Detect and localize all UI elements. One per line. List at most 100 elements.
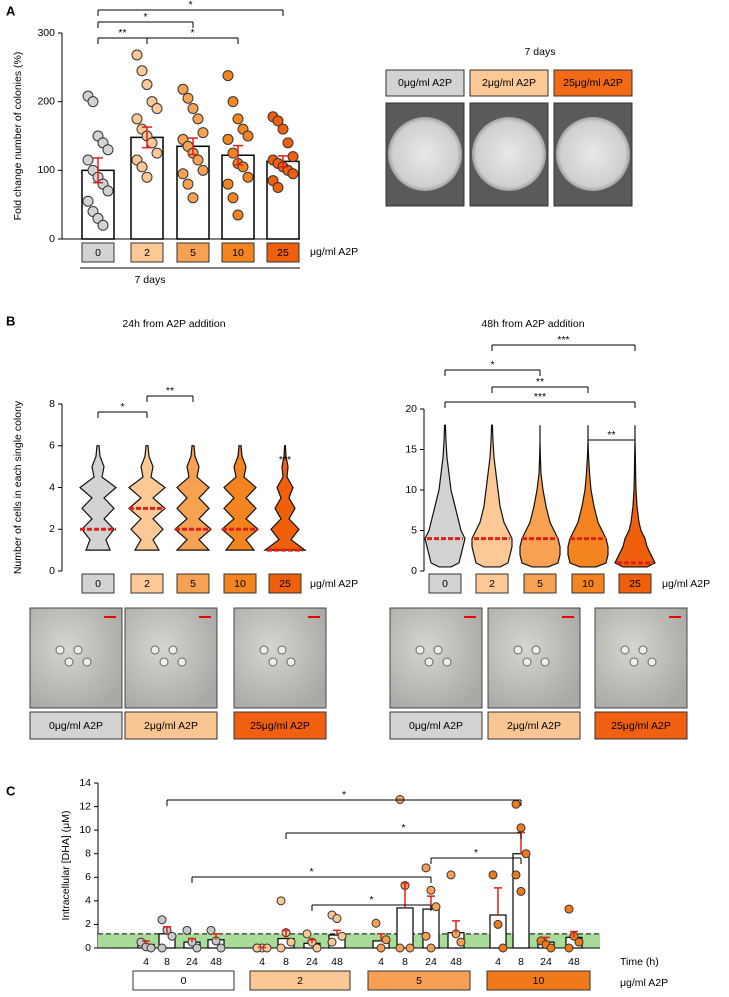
significance-label: **: [118, 27, 126, 39]
data-point: [222, 70, 234, 82]
category-box: [176, 573, 210, 594]
cell: [629, 657, 639, 667]
data-point: [511, 799, 521, 809]
y-tick-label: 20: [405, 403, 417, 415]
group-box: [249, 970, 351, 991]
data-point: [216, 943, 226, 953]
data-point: [102, 185, 114, 197]
data-point: [242, 130, 254, 142]
x-axis-label: μg/ml A2P: [620, 977, 668, 989]
y-tick-label: 12: [79, 800, 91, 812]
data-point: [564, 943, 574, 953]
data-point: [405, 943, 415, 953]
x-tick-label: 25: [277, 247, 289, 259]
data-point: [272, 115, 284, 127]
time-label: 8: [402, 956, 408, 968]
time-label: 48: [331, 956, 343, 968]
data-point: [287, 168, 299, 180]
data-point: [426, 885, 436, 895]
time-label: 24: [186, 956, 198, 968]
data-point: [141, 171, 153, 183]
y-tick-label: 6: [85, 871, 91, 883]
category-box: [221, 242, 255, 263]
y-tick-label: 0: [49, 565, 55, 577]
time-label: 8: [283, 956, 289, 968]
y-tick-label: 300: [37, 27, 55, 39]
time-axis-label: Time (h): [620, 956, 659, 968]
data-point: [167, 931, 177, 941]
cell: [277, 645, 287, 655]
time-label: 24: [306, 956, 318, 968]
group-box: [132, 970, 235, 991]
cell: [168, 645, 178, 655]
y-tick-label: 0: [49, 233, 55, 245]
cell: [647, 657, 657, 667]
category-box: [428, 573, 462, 594]
data-point: [222, 133, 234, 145]
cell: [522, 657, 532, 667]
caption-box: [469, 69, 549, 97]
data-point: [227, 192, 239, 204]
data-point: [192, 154, 204, 166]
category-box: [266, 242, 300, 263]
data-point: [381, 935, 391, 945]
data-point: [395, 943, 405, 953]
x-tick-label: 5: [537, 578, 543, 590]
photo-caption: 25μg/ml A2P: [563, 77, 623, 89]
significance-label: ***: [534, 391, 546, 403]
data-point: [82, 154, 94, 166]
cell: [531, 645, 541, 655]
bar: [422, 908, 440, 949]
micrograph-caption: 0μg/ml A2P: [409, 720, 463, 732]
micrograph: [29, 607, 123, 709]
category-box: [571, 573, 605, 594]
cell: [159, 657, 169, 667]
y-tick-label: 2: [85, 918, 91, 930]
data-point: [426, 943, 436, 953]
data-point: [337, 931, 347, 941]
cell: [415, 645, 425, 655]
data-point: [131, 49, 143, 61]
cell: [268, 657, 278, 667]
time-label: 24: [540, 956, 552, 968]
data-point: [498, 943, 508, 953]
data-point: [177, 83, 189, 95]
data-point: [227, 147, 239, 159]
data-point: [146, 137, 158, 149]
y-tick-label: 2: [49, 523, 55, 535]
micrograph-caption: 2μg/ml A2P: [507, 720, 561, 732]
data-point: [192, 113, 204, 125]
cell: [424, 657, 434, 667]
violin: [614, 425, 656, 568]
data-point: [157, 915, 167, 925]
bar: [396, 907, 414, 949]
x-axis-label: μg/ml A2P: [310, 578, 358, 590]
data-point: [182, 178, 194, 190]
cell: [286, 657, 296, 667]
category-box: [130, 242, 164, 263]
x-tick-label: 2: [144, 247, 150, 259]
caption-box: [389, 711, 483, 740]
data-point: [521, 849, 531, 859]
data-point: [232, 209, 244, 221]
data-point: [516, 823, 526, 833]
x-tick-label: 10: [582, 578, 594, 590]
caption-box: [385, 69, 465, 97]
data-point: [564, 904, 574, 914]
time-label: 24: [425, 956, 437, 968]
micrograph-caption: 2μg/ml A2P: [144, 720, 198, 732]
data-point: [227, 96, 239, 108]
cell: [259, 645, 269, 655]
cell: [513, 645, 523, 655]
group-label: 2: [297, 975, 303, 987]
significance-label: *: [474, 847, 478, 859]
data-point: [371, 918, 381, 928]
cell: [442, 657, 452, 667]
violin: [567, 425, 609, 568]
category-box: [81, 242, 115, 263]
data-point: [206, 925, 216, 935]
data-point: [282, 137, 294, 149]
category-box: [618, 573, 652, 594]
bar: [512, 853, 530, 949]
